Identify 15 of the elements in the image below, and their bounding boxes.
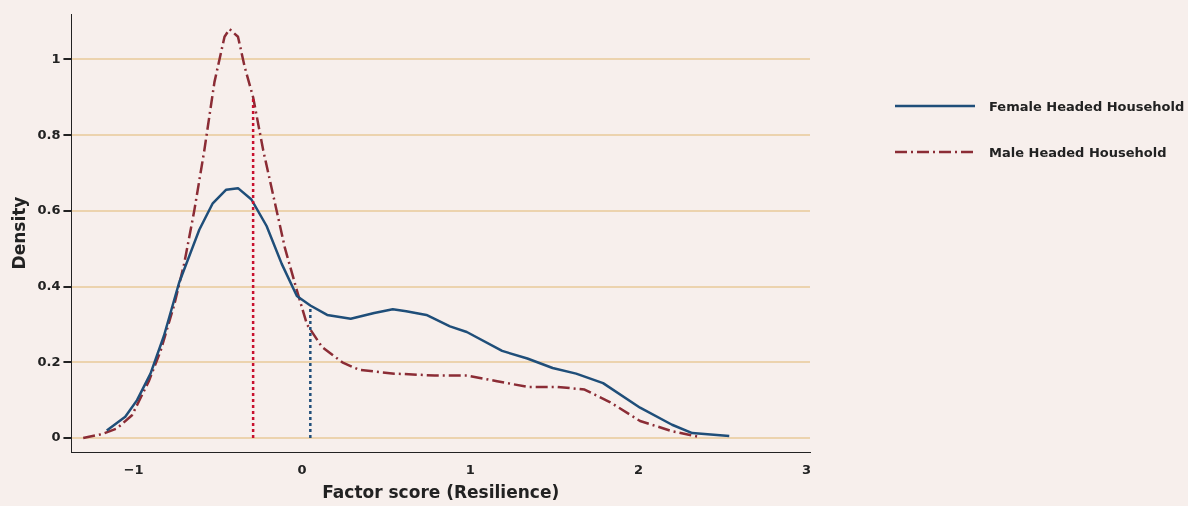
y-tick-label: 0.2	[37, 353, 61, 369]
y-tick-label: 0	[51, 429, 61, 445]
text: Female Headed Household	[989, 98, 1185, 114]
y-tick-label: 0.6	[37, 202, 61, 218]
x-tick-label: −1	[123, 462, 144, 478]
x-tick-label: 3	[802, 462, 812, 478]
x-tick-label: 0	[297, 462, 307, 478]
x-tick-label: 1	[465, 462, 475, 478]
text: Male Headed Household	[989, 144, 1167, 160]
y-axis-title: Density	[8, 196, 29, 270]
y-tick-label: 0.8	[37, 126, 61, 142]
x-axis-title: Factor score (Resilience)	[322, 482, 560, 503]
y-tick-label: 1	[51, 50, 61, 66]
y-tick-label: 0.4	[37, 277, 61, 293]
x-tick-label: 2	[633, 462, 643, 478]
